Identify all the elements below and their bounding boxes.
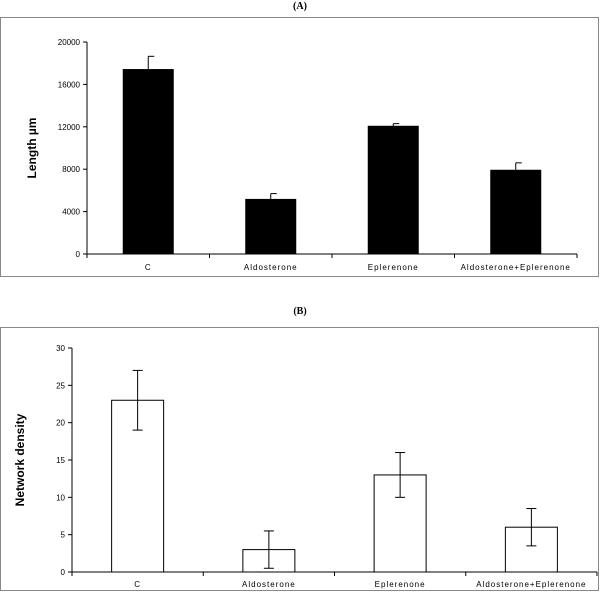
chart-a-y-tick-label: 8000	[62, 165, 80, 174]
panel-label-b: (B)	[293, 306, 307, 317]
chart-a-svg: 0 4000 8000 12000 16000 20000 Length µm C Aldost…	[0, 17, 599, 277]
chart-b: 0 5 10 15 20 25 30 Network density C Aldosterone E…	[0, 327, 599, 591]
chart-b-category-label: Aldosterone	[242, 580, 296, 589]
chart-a-category-label: C	[145, 263, 152, 272]
chart-b-category-label: Eplerenone	[375, 580, 426, 589]
chart-a: 0 4000 8000 12000 16000 20000 Length µm C Aldost…	[0, 17, 599, 277]
chart-b-y-tick-label: 0	[61, 568, 66, 577]
chart-a-y-tick-label: 0	[76, 250, 81, 259]
chart-a-category-label: Aldosterone+Eplerenone	[461, 263, 571, 272]
chart-b-y-tick-label: 15	[56, 456, 65, 465]
chart-a-y-tick-label: 16000	[58, 80, 81, 89]
chart-a-y-axis-label: Length µm	[25, 118, 39, 179]
chart-b-y-tick-label: 10	[56, 493, 65, 502]
chart-a-category-label: Eplerenone	[368, 263, 419, 272]
chart-b-svg: 0 5 10 15 20 25 30 Network density C Aldosterone E…	[0, 327, 599, 591]
chart-b-category-label: Aldosterone+Eplerenone	[476, 580, 586, 589]
chart-b-y-tick-label: 25	[56, 381, 65, 390]
chart-b-y-tick-label: 30	[56, 344, 65, 353]
chart-a-bar	[490, 169, 542, 255]
chart-b-y-tick-label: 20	[56, 419, 65, 428]
chart-a-bar	[367, 125, 419, 255]
chart-a-category-label: Aldosterone	[244, 263, 298, 272]
panel-label-a: (A)	[293, 1, 307, 12]
chart-a-y-tick-label: 12000	[58, 123, 81, 132]
chart-a-bar	[245, 198, 297, 255]
chart-a-y-tick-label: 4000	[62, 208, 80, 217]
chart-b-y-tick-label: 5	[61, 531, 66, 540]
chart-b-y-axis-label: Network density	[13, 413, 27, 506]
chart-a-bar	[122, 69, 174, 255]
chart-a-y-tick-label: 20000	[58, 38, 81, 47]
chart-b-frame	[0, 327, 599, 591]
chart-b-category-label: C	[134, 580, 141, 589]
